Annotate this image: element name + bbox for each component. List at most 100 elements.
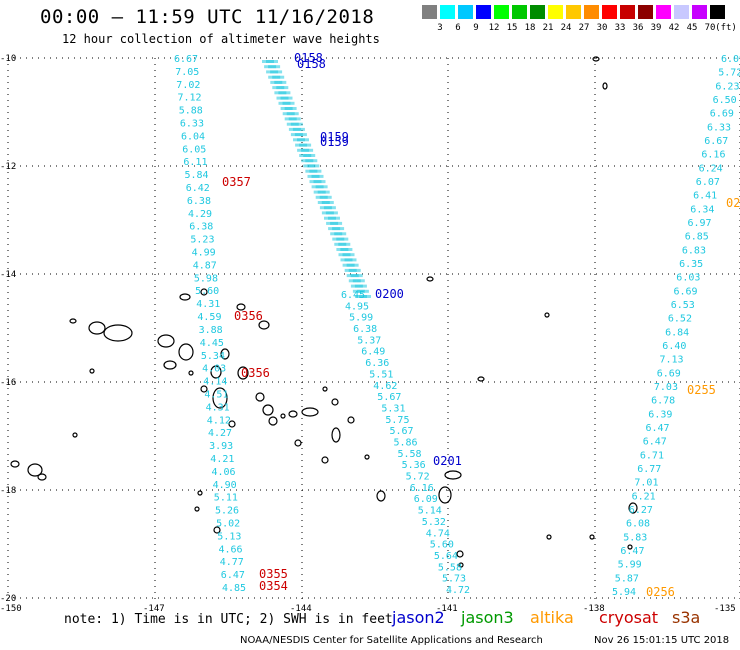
island-outline [322,386,328,392]
swh-value: 5.99 [618,560,642,571]
dense-track-mark [305,148,314,152]
axis-labels: -10 -12 -14 -16 -18 -20-150 -147 -144 -141 -138 -1… [0,54,736,614]
swh-value: 6.38 [189,222,213,233]
island-outline [376,490,386,502]
swh-value: 5.31 [381,404,405,415]
island-outline [163,360,177,370]
jason2-pass-label: 0158 [297,57,326,71]
lat-tick-label: -16 [0,378,16,388]
island-outline [255,392,265,402]
dense-track-mark [363,295,371,298]
dense-track-mark [352,268,361,272]
swh-value: 6.69 [710,109,734,120]
dense-track-mark [338,232,347,236]
dense-track-mark [307,154,316,157]
island-outline [444,470,462,480]
island-outline [178,343,194,361]
swh-value: 6.23 [715,81,739,92]
swh-value: 7.12 [178,93,202,104]
island-outline [72,432,78,438]
dense-track-mark [292,117,301,121]
swh-value: 6.47 [646,423,670,434]
dense-track-mark [360,289,369,293]
island-outline [544,312,550,318]
swh-value: 6.34 [690,204,714,215]
island-outline [602,82,608,90]
swh-value: 5.36 [402,460,426,471]
dense-track-mark [358,284,367,288]
island-outline [197,490,203,496]
island-outline [438,486,452,504]
legend-label: 21 [542,23,554,33]
swh-value: 6.42 [186,183,210,194]
legend-swatch [512,5,527,19]
page-title: 00:00 – 11:59 UTC 11/16/2018 [40,6,375,28]
swh-value: 5.86 [394,438,418,449]
legend-label: 27 [578,23,590,33]
dense-track-mark [344,248,353,251]
swh-value: 4.66 [219,544,243,555]
island-outline [458,562,464,568]
island-outline [331,398,339,406]
island-outline [592,56,600,62]
swh-value: 6.08 [626,519,650,530]
legend-swatch [476,5,491,19]
swh-value: 5.84 [185,170,209,181]
legend-label: 33 [614,23,626,33]
swh-value: 6.33 [707,122,731,133]
island-outline [88,321,106,335]
swh-value: 5.94 [612,587,636,598]
grid-lines [7,57,740,600]
swh-value: 6.71 [640,450,664,461]
dense-track-mark [346,253,355,257]
lon-tick-label: -141 [436,604,458,614]
swh-value: 6.69 [674,286,698,297]
swh-value: 4.74 [426,528,450,539]
swh-value: 6.38 [187,196,211,207]
swh-value: 4.14 [203,377,227,388]
island-outline [157,334,175,348]
swh-value: 6.47 [221,570,245,581]
swh-value: 6.67 [704,136,728,147]
dense-track-mark [336,227,345,231]
dense-track-mark [298,133,307,137]
swh-value: 7.03 [654,382,678,393]
swh-value: 5.75 [385,415,409,426]
swh-value: 7.05 [175,67,199,78]
swh-value: 4.77 [220,557,244,568]
island-outline [331,427,341,443]
island-outline [194,506,200,512]
island-outline [188,370,194,376]
island-outline [200,288,208,296]
cryosat-pass-label: 0356 [234,309,263,323]
legend-swatch [674,5,689,19]
jason2-pass-label: 0158 [294,51,323,65]
dense-track-mark [294,122,303,126]
swh-value: 6.49 [361,347,385,358]
swh-value: 6.35 [679,259,703,270]
swh-value: 5.51 [369,369,393,380]
swh-value: 4.27 [208,428,232,439]
dense-track-mark [311,164,320,168]
swh-value: 7.02 [176,80,200,91]
lon-tick-label: -135 [714,604,736,614]
source-jason2: jason2 [392,608,445,627]
swh-value: 3.88 [199,325,223,336]
legend-swatch [548,5,563,19]
dense-track-mark [296,127,305,131]
island-outline [456,550,464,558]
cryosat-pass-label: 0357 [222,175,251,189]
lon-tick-label: -144 [290,604,312,614]
jason2-pass-label: 0201 [433,454,462,468]
island-outline [258,320,270,330]
dense-track-mark [334,221,343,225]
legend-label: 6 [455,23,461,33]
swh-value: 6.36 [365,358,389,369]
legend-label: 70 [704,23,716,33]
lon-tick-label: -147 [143,604,165,614]
swh-value: 4.51 [204,390,228,401]
legend-unit: (ft) [715,23,737,33]
legend-swatch [422,5,437,19]
swh-value: 7.01 [634,478,658,489]
swh-value: 4.12 [207,415,231,426]
